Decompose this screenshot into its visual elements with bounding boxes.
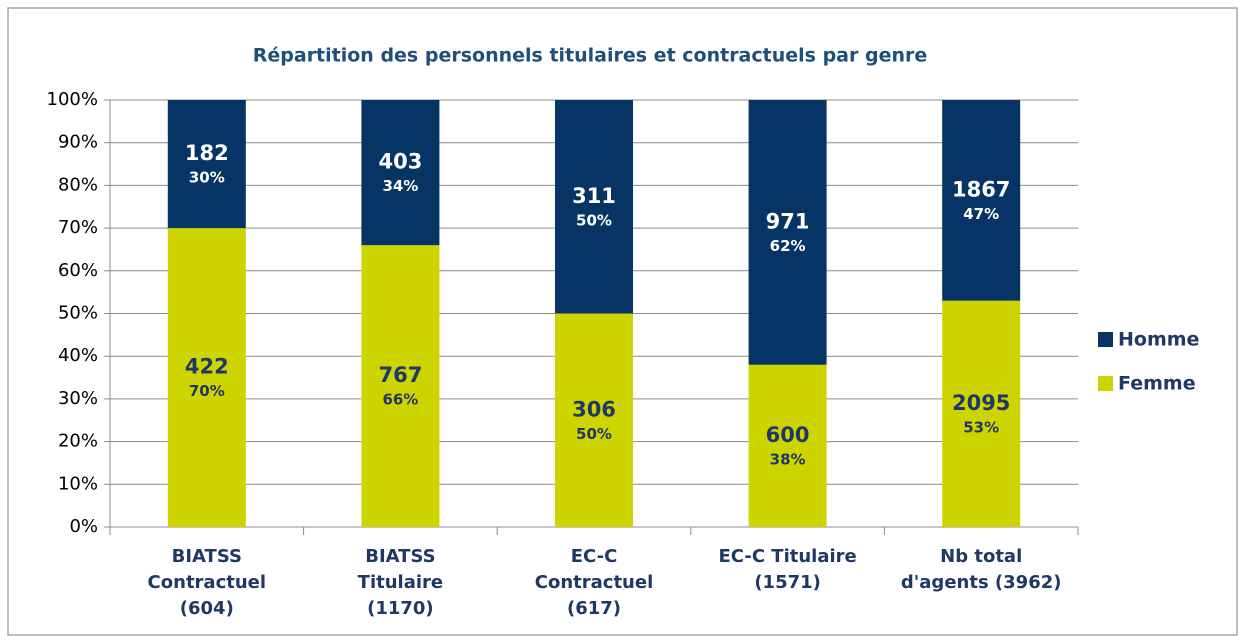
x-tick-label-line: (1571) — [754, 572, 821, 593]
x-tick-label: BIATSS Titulaire (1170) — [358, 546, 443, 619]
x-tick-label: EC-C Titulaire (1571) — [718, 546, 856, 593]
bar-segment — [167, 100, 246, 229]
y-tick-label: 80% — [58, 174, 98, 195]
bar-segment — [942, 300, 1021, 527]
x-tick-label-line: d'agents (3962) — [901, 572, 1062, 593]
x-tick-label-line: Titulaire — [358, 572, 443, 593]
legend-swatch — [1098, 332, 1113, 347]
data-label-percent: 38% — [770, 450, 806, 468]
bar-segment — [748, 100, 827, 365]
data-label-percent: 47% — [963, 205, 999, 223]
data-label-percent: 62% — [770, 237, 806, 255]
x-tick-label-line: (1170) — [367, 598, 434, 619]
data-label-count: 971 — [766, 209, 810, 233]
legend-label: Femme — [1118, 373, 1196, 395]
data-label-count: 311 — [572, 184, 616, 208]
y-tick-label: 40% — [58, 345, 98, 366]
y-tick-label: 20% — [58, 431, 98, 452]
data-label-count: 2095 — [952, 391, 1010, 415]
data-label-percent: 53% — [963, 418, 999, 436]
bar-segment — [555, 100, 633, 314]
data-label-count: 422 — [185, 355, 229, 379]
x-tick-label-line: Contractuel — [535, 572, 654, 593]
data-label-percent: 34% — [382, 177, 418, 195]
x-tick-label-line: Contractuel — [148, 572, 267, 593]
data-label-percent: 66% — [382, 391, 418, 409]
x-tick-label-line: BIATSS — [172, 546, 242, 567]
x-tick-label-line: EC-C Titulaire — [718, 546, 856, 567]
legend-swatch — [1098, 376, 1113, 391]
x-tick-label-line: BIATSS — [365, 546, 435, 567]
y-tick-label: 30% — [58, 388, 98, 409]
bar-segment — [361, 245, 440, 527]
bar-segment — [555, 313, 633, 527]
y-tick-label: 100% — [47, 89, 98, 110]
y-tick-label: 90% — [58, 132, 98, 153]
legend-label: Homme — [1118, 329, 1199, 351]
data-label-count: 1867 — [952, 177, 1010, 201]
data-label-percent: 50% — [576, 211, 612, 229]
x-tick-label-line: EC-C — [571, 546, 618, 567]
x-tick-label-line: (604) — [180, 598, 234, 619]
x-tick-label: Nb total d'agents (3962) — [901, 546, 1062, 593]
bar-segment — [748, 364, 827, 527]
y-tick-label: 10% — [58, 473, 98, 494]
x-tick-label-line: Nb total — [940, 546, 1022, 567]
y-tick-label: 50% — [58, 303, 98, 324]
y-tick-label: 60% — [58, 260, 98, 281]
chart-title: Répartition des personnels titulaires et… — [253, 45, 928, 67]
data-label-count: 767 — [378, 363, 422, 387]
data-label-count: 600 — [766, 423, 810, 447]
data-label-count: 306 — [572, 397, 616, 421]
y-tick-label: 0% — [69, 516, 98, 537]
bar-segment — [167, 228, 246, 527]
data-label-percent: 30% — [189, 169, 225, 187]
x-tick-label-line: (617) — [567, 598, 621, 619]
data-label-count: 403 — [378, 150, 422, 174]
x-tick-label: BIATSS Contractuel (604) — [148, 546, 267, 619]
data-label-percent: 50% — [576, 425, 612, 443]
data-label-count: 182 — [185, 141, 229, 165]
data-label-percent: 70% — [189, 382, 225, 400]
bar-segment — [361, 100, 440, 246]
y-tick-label: 70% — [58, 217, 98, 238]
x-tick-label: EC-C Contractuel (617) — [535, 546, 654, 619]
bar-segment — [942, 100, 1021, 301]
